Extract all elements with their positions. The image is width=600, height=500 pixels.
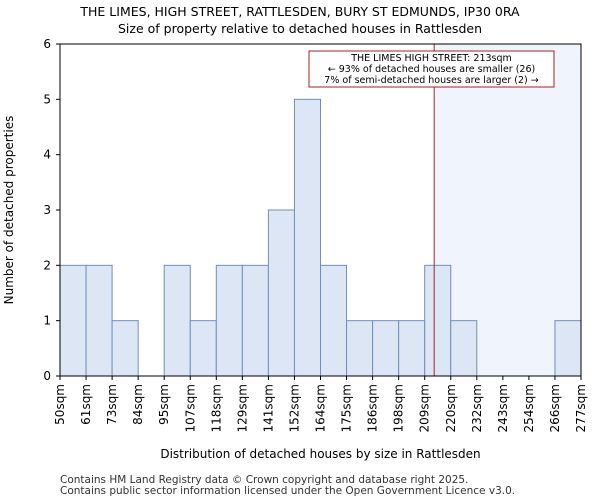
x-tick-label: 61sqm — [79, 384, 93, 425]
x-tick-label: 141sqm — [261, 384, 275, 432]
bar-95sqm — [163, 264, 191, 377]
y-tick-label: 0 — [43, 369, 51, 383]
bar-61sqm — [85, 264, 113, 377]
y-tick-label: 5 — [43, 92, 51, 106]
x-tick-label: 209sqm — [418, 384, 432, 432]
bar-118sqm — [215, 264, 243, 377]
x-tick-label: 277sqm — [574, 384, 588, 432]
bar-186sqm — [372, 320, 400, 377]
x-tick-label: 107sqm — [183, 384, 197, 432]
x-tick-label: 73sqm — [105, 384, 119, 425]
annotation-line-3: 7% of semi-detached houses are larger (2… — [324, 75, 538, 86]
bar-198sqm — [398, 320, 426, 377]
bar-152sqm — [293, 98, 322, 377]
x-tick-label: 118sqm — [209, 384, 223, 432]
x-tick-label: 186sqm — [366, 384, 380, 432]
x-tick-label: 220sqm — [444, 384, 458, 432]
y-tick-label: 6 — [43, 37, 51, 51]
bar-107sqm — [189, 320, 217, 377]
x-tick-label: 243sqm — [496, 384, 510, 432]
y-axis-label: Number of detached properties — [2, 116, 16, 305]
footer-line-2: Contains public sector information licen… — [60, 485, 516, 497]
x-tick-label: 175sqm — [340, 384, 354, 432]
y-tick-label: 2 — [43, 258, 51, 272]
bar-209sqm — [424, 264, 452, 377]
x-tick-label: 164sqm — [314, 384, 328, 432]
chart-subtitle: Size of property relative to detached ho… — [117, 21, 482, 36]
bar-73sqm — [111, 320, 139, 377]
bar-266sqm — [554, 320, 582, 377]
x-tick-label: 198sqm — [392, 384, 406, 432]
x-tick-label: 254sqm — [522, 384, 536, 432]
x-tick-label: 266sqm — [548, 384, 562, 432]
x-tick-label: 232sqm — [470, 384, 484, 432]
y-tick-label: 4 — [43, 148, 51, 162]
x-tick-label: 95sqm — [157, 384, 171, 425]
bar-220sqm — [450, 320, 478, 377]
annotation-box: THE LIMES HIGH STREET: 213sqm ← 93% of d… — [308, 50, 555, 88]
bars-group — [59, 98, 582, 377]
y-tick-label: 1 — [43, 314, 51, 328]
x-tick-label: 129sqm — [235, 384, 249, 432]
histogram-chart: 0 1 2 3 4 5 6 50sqm 61sqm 73sqm 84sqm 95sqm 107sqm 11… — [2, 37, 588, 461]
annotation-line-2: ← 93% of detached houses are smaller (26… — [328, 64, 535, 75]
footer-line-1: Contains HM Land Registry data © Crown c… — [60, 474, 469, 486]
y-tick-label: 3 — [43, 203, 51, 217]
annotation-line-1: THE LIMES HIGH STREET: 213sqm — [350, 53, 512, 64]
bar-129sqm — [241, 264, 269, 377]
bar-141sqm — [267, 209, 295, 377]
axes-group: 0 1 2 3 4 5 6 50sqm 61sqm 73sqm 84sqm 95sqm 107sqm 11… — [43, 37, 588, 432]
x-tick-label: 84sqm — [131, 384, 145, 425]
bar-175sqm — [346, 320, 374, 377]
chart-title: THE LIMES, HIGH STREET, RATTLESDEN, BURY… — [80, 4, 520, 19]
x-axis-label: Distribution of detached houses by size … — [160, 447, 480, 461]
x-tick-label: 152sqm — [287, 384, 301, 432]
bar-164sqm — [320, 264, 348, 377]
x-tick-label: 50sqm — [53, 384, 67, 425]
bar-50sqm — [59, 264, 87, 377]
